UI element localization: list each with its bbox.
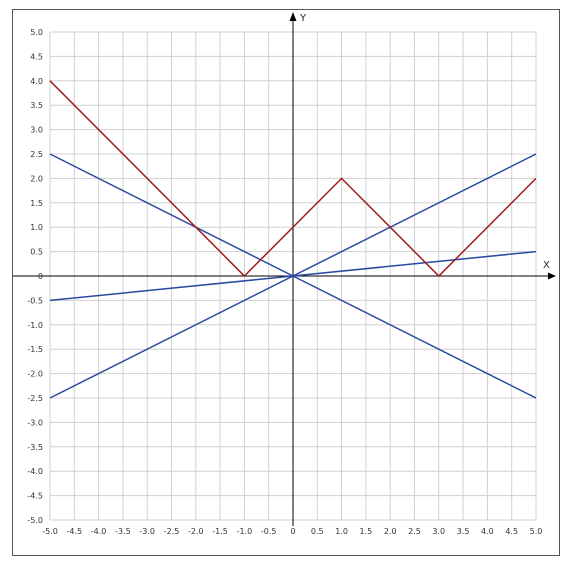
x-tick-label: -4.5 [66, 527, 82, 536]
x-tick-label: -2.5 [164, 527, 180, 536]
chart-frame: -5.0 -4.5 -4.0 -3.5 -3.0 -2.5 -2.0 -1.5 -1.0 -0.5… [12, 9, 560, 556]
y-tick-label: -5.0 [27, 516, 43, 525]
x-axis-label: X [543, 260, 550, 271]
y-tick-label: 5.0 [30, 28, 43, 37]
x-tick-label: -3.5 [115, 527, 131, 536]
x-tick-label: 3.0 [432, 527, 445, 536]
x-tick-label: -4.0 [91, 527, 107, 536]
tick-labels: -5.0 -4.5 -4.0 -3.5 -3.0 -2.5 -2.0 -1.5 -1.0 -0.5… [27, 28, 542, 536]
y-tick-label: -0.5 [27, 296, 43, 305]
y-axis-label: Y [299, 13, 307, 24]
y-tick-label: 4.0 [30, 77, 43, 86]
y-tick-label: 0.5 [30, 248, 43, 257]
x-tick-label: -0.5 [261, 527, 277, 536]
y-tick-label: 4.5 [30, 52, 43, 61]
x-tick-label: 1.5 [360, 527, 373, 536]
y-tick-label: -2.5 [27, 394, 43, 403]
y-tick-label: -1.5 [27, 345, 43, 354]
chart-svg: -5.0 -4.5 -4.0 -3.5 -3.0 -2.5 -2.0 -1.5 -1.0 -0.5… [13, 12, 556, 536]
y-tick-label: 0 [38, 272, 43, 281]
y-tick-label: 3.5 [30, 101, 43, 110]
y-tick-label: -2.0 [27, 370, 43, 379]
series-line-4 [49, 80, 537, 278]
x-tick-label: 3.5 [457, 527, 470, 536]
y-tick-label: -4.0 [27, 467, 43, 476]
x-tick-label: 5.0 [530, 527, 543, 536]
x-tick-label: 0 [290, 527, 295, 536]
y-tick-label: 2.5 [30, 150, 43, 159]
x-tick-label: 2.0 [384, 527, 397, 536]
y-tick-label: 1.5 [30, 199, 43, 208]
y-tick-label: 1.0 [30, 223, 43, 232]
y-tick-label: 3.0 [30, 126, 43, 135]
y-tick-label: -1.0 [27, 321, 43, 330]
axes [13, 12, 556, 526]
x-tick-label: -5.0 [42, 527, 58, 536]
x-tick-label: 0.5 [311, 527, 324, 536]
y-tick-label: -3.0 [27, 418, 43, 427]
y-tick-label: -3.5 [27, 443, 43, 452]
x-tick-label: 4.0 [481, 527, 494, 536]
y-tick-label: -4.5 [27, 492, 43, 501]
x-tick-label: 4.5 [505, 527, 518, 536]
x-tick-label: 1.0 [335, 527, 348, 536]
y-tick-label: 2.0 [30, 174, 43, 183]
x-tick-label: 2.5 [408, 527, 421, 536]
series-lines [49, 80, 537, 399]
x-tick-label: -2.0 [188, 527, 204, 536]
y-axis-arrow [289, 12, 297, 21]
x-axis-arrow [548, 272, 556, 280]
x-tick-label: -1.0 [237, 527, 253, 536]
x-tick-label: -1.5 [212, 527, 228, 536]
x-tick-label: -3.0 [139, 527, 155, 536]
